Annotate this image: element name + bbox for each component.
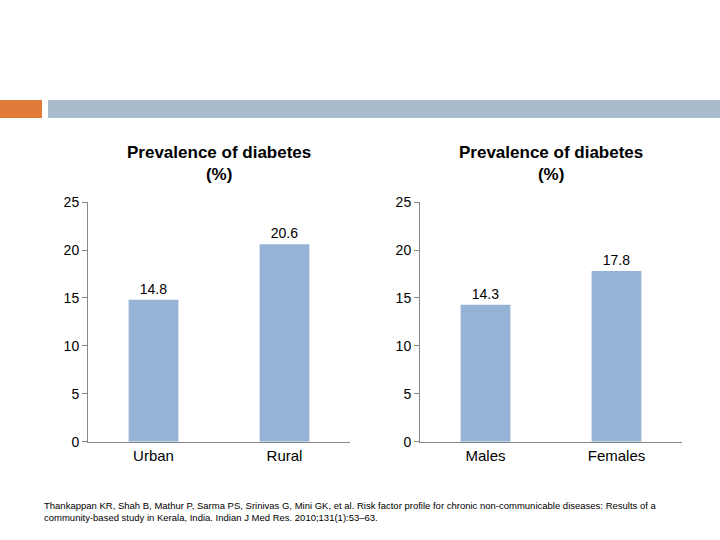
svg-text:10: 10 [396,338,412,354]
svg-text:17.8: 17.8 [603,252,630,268]
svg-text:0: 0 [71,434,79,450]
svg-text:Males: Males [465,447,505,464]
svg-text:5: 5 [71,386,79,402]
svg-text:Urban: Urban [133,447,174,464]
svg-text:15: 15 [64,290,80,306]
svg-text:0: 0 [403,434,411,450]
svg-text:Prevalence of diabetes(%): Prevalence of diabetes(%) [459,143,643,184]
svg-text:Rural: Rural [267,447,303,464]
svg-text:20.6: 20.6 [271,225,298,241]
svg-text:25: 25 [396,194,412,210]
svg-text:25: 25 [64,194,80,210]
svg-text:20: 20 [396,242,412,258]
svg-text:Prevalence of diabetes(%): Prevalence of diabetes(%) [127,143,311,184]
svg-text:10: 10 [64,338,80,354]
svg-text:14.8: 14.8 [140,281,167,297]
svg-text:14.3: 14.3 [472,286,499,302]
svg-text:20: 20 [64,242,80,258]
svg-text:5: 5 [403,386,411,402]
svg-text:Females: Females [588,447,646,464]
html-text:Thankappan KR, Shah B, Mathur: Thankappan KR, Shah B, Mathur P, Sarma P… [44,500,656,523]
svg-text:15: 15 [396,290,412,306]
